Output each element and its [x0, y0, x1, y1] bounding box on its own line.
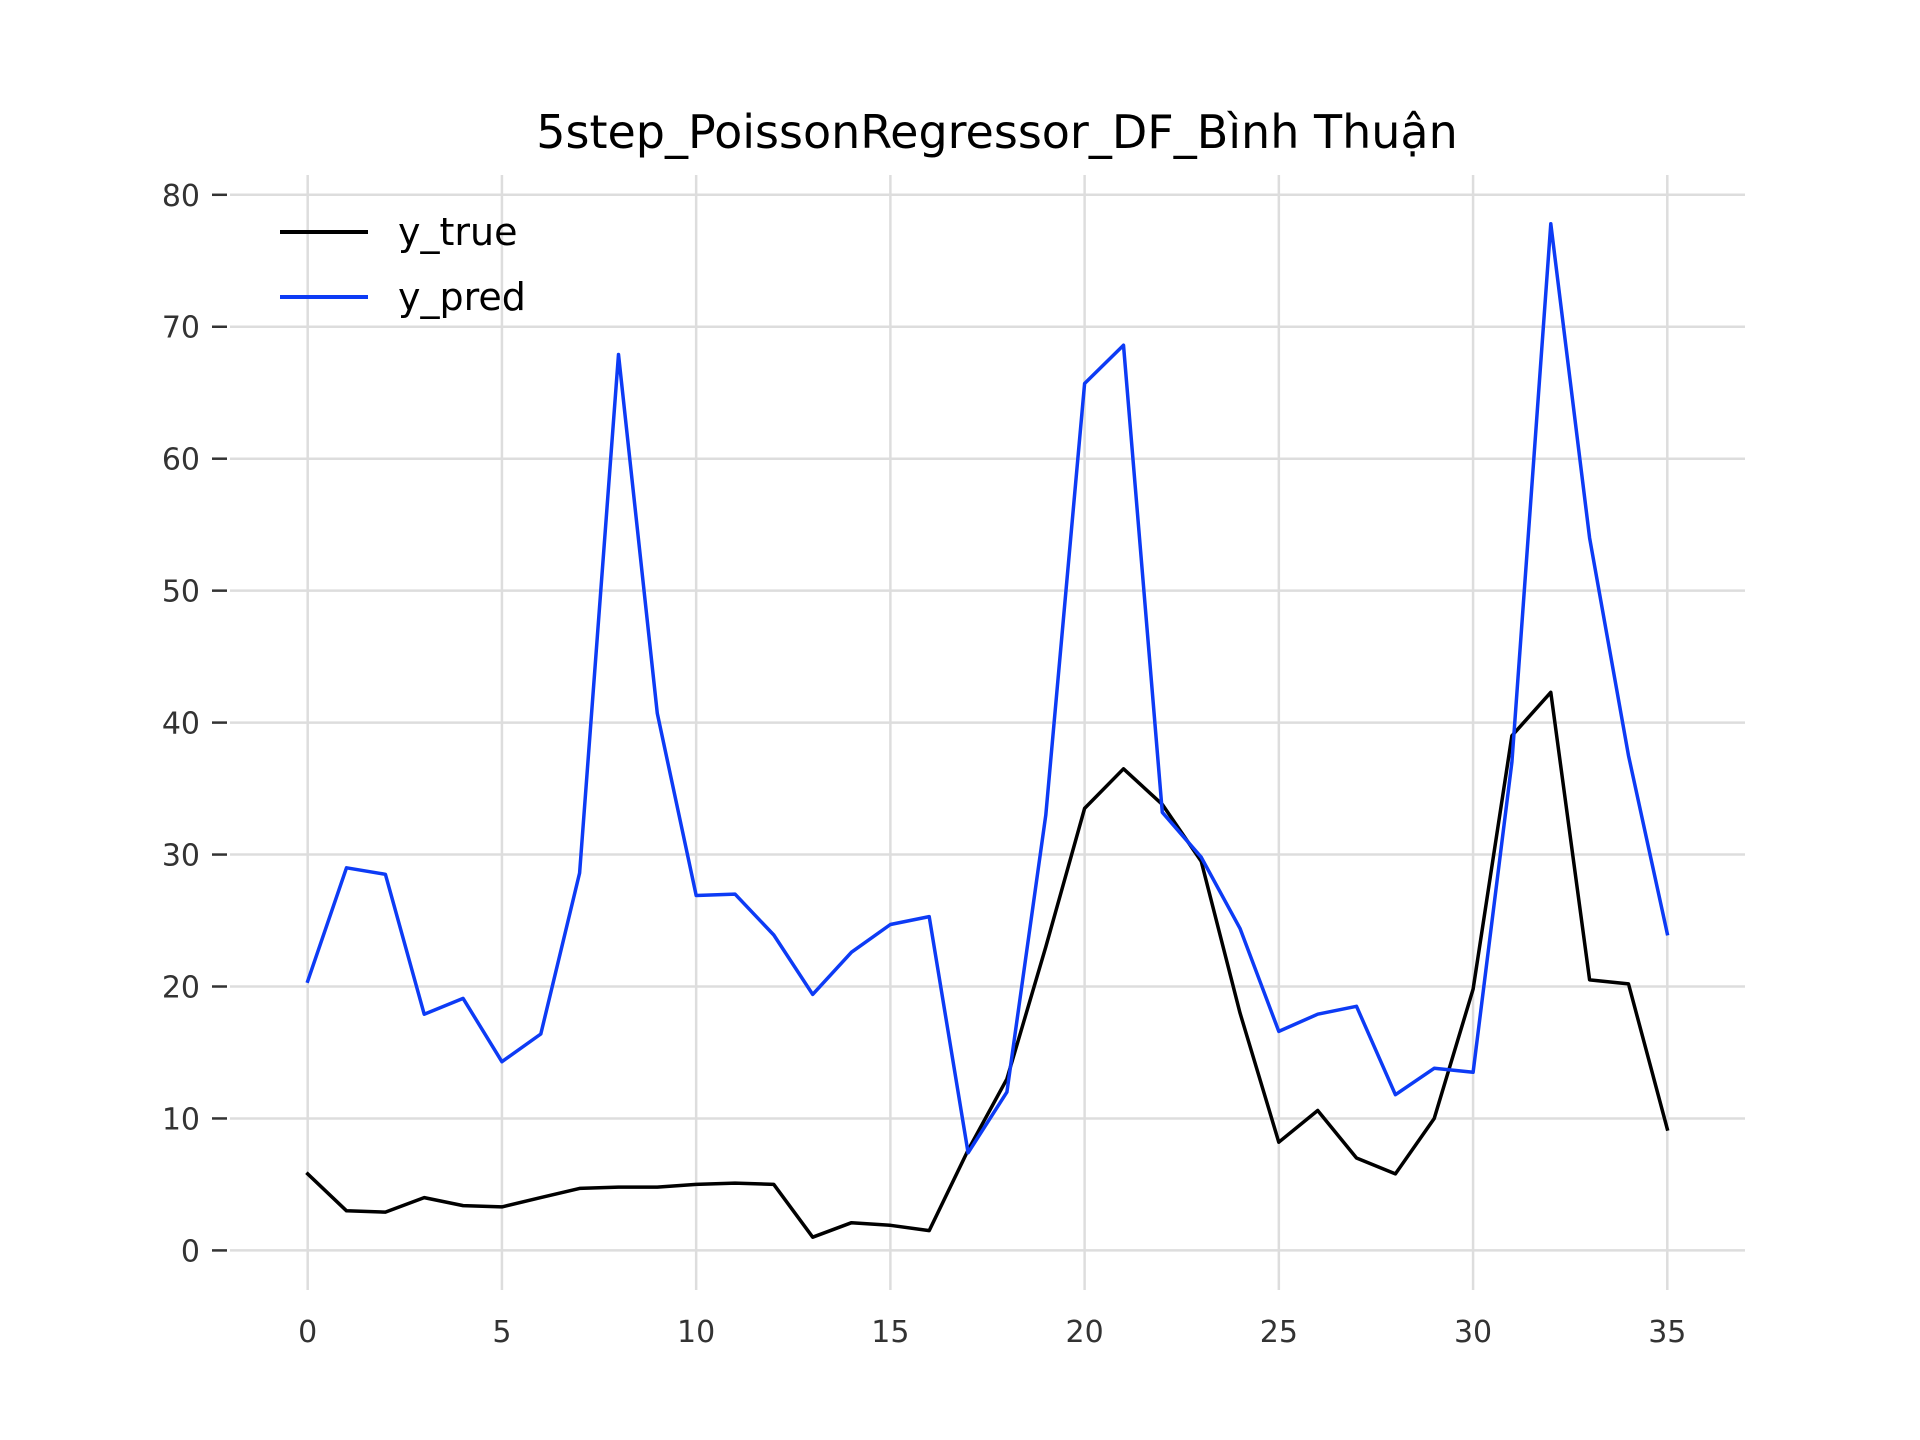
x-tick-label: 0: [298, 1315, 317, 1350]
axis-ticks: 0 5 10 15 20 25 30 35 0 10 20 30 40 50 60 70 80: [162, 179, 1687, 1350]
x-tick-label: 20: [1066, 1315, 1104, 1350]
y-tick-label: 0: [181, 1234, 200, 1269]
y-tick-label: 80: [162, 179, 200, 214]
legend-label: y_true: [398, 210, 517, 254]
x-tick-label: 10: [677, 1315, 715, 1350]
y-tick-label: 70: [162, 311, 200, 346]
legend: y_true y_pred: [280, 210, 526, 319]
legend-label: y_pred: [398, 275, 526, 319]
x-tick-label: 25: [1260, 1315, 1298, 1350]
y-tick-label: 20: [162, 971, 200, 1006]
y-tick-label: 30: [162, 839, 200, 874]
y-tick-label: 50: [162, 575, 200, 610]
y-tick-label: 40: [162, 707, 200, 742]
series-lines: [305, 222, 1670, 1239]
x-tick-label: 30: [1454, 1315, 1492, 1350]
x-tick-label: 5: [492, 1315, 511, 1350]
x-tick-label: 35: [1648, 1315, 1686, 1350]
y-tick-label: 60: [162, 443, 200, 478]
y-tick-label: 10: [162, 1102, 200, 1137]
chart-title: 5step_PoissonRegressor_DF_Bình Thuận: [536, 105, 1458, 159]
x-tick-label: 15: [871, 1315, 909, 1350]
gridlines: [230, 175, 1745, 1290]
series-line-y-pred: [305, 222, 1670, 1155]
series-line-y-true: [305, 690, 1670, 1239]
